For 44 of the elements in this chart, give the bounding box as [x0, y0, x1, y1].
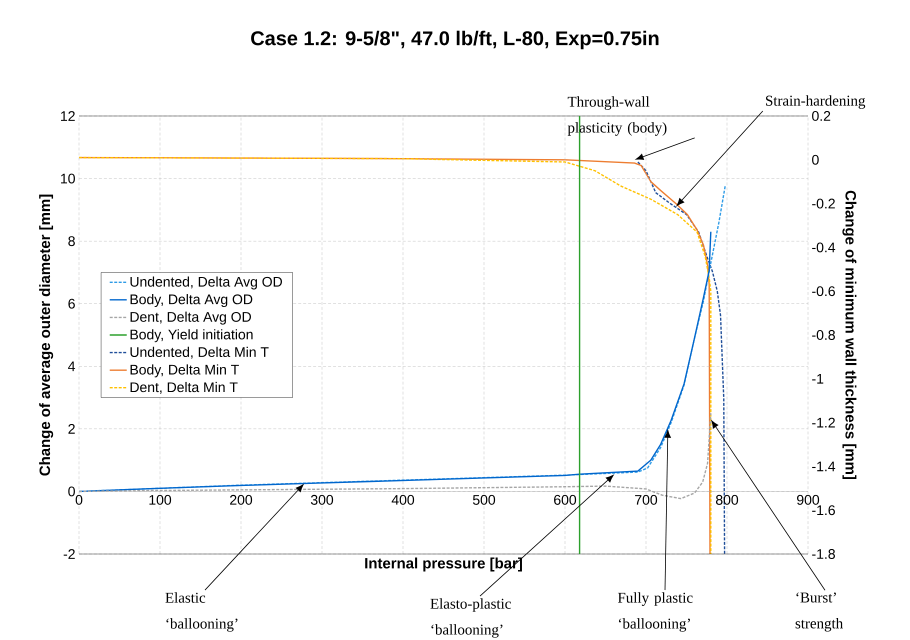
- y-tick-label: 6: [68, 298, 75, 309]
- y2-tick-label: -0.2: [812, 198, 835, 209]
- x-tick-label: 100: [149, 494, 172, 505]
- y2-tick-label: -1.4: [812, 462, 836, 472]
- x-tick-label: 400: [392, 494, 414, 505]
- y2-tick-label: -1.2: [812, 418, 835, 428]
- y2-tick-label: -1: [812, 374, 824, 384]
- chart-title: Case 1.2: 9-5/8", 47.0 lb/ft, L-80, Exp=0.75in: [251, 30, 658, 50]
- y2-tick-label: -1.8: [812, 549, 835, 559]
- legend-label: Body, Delta Avg OD: [130, 294, 252, 308]
- annotation: Strain-hardening: [766, 95, 866, 109]
- legend-label: Undented, Delta Avg OD: [130, 276, 282, 290]
- legend-label: Dent, Delta Avg OD: [130, 312, 251, 325]
- y2-tick-label: -1.6: [812, 505, 835, 516]
- y2-tick-label: -0.6: [812, 286, 835, 296]
- y-tick-label: 2: [68, 424, 75, 434]
- y2-tick-label: -0.8: [812, 330, 835, 340]
- annotation: Fully plastic ‘ballooning’: [618, 592, 693, 632]
- y-tick-label: 12: [61, 111, 75, 121]
- x-tick-label: 200: [230, 494, 252, 505]
- y2-tick-label: 0.2: [812, 111, 830, 121]
- y2-tick-label: -0.4: [812, 242, 836, 252]
- y-axis-title: Change of average outer diameter [mm]: [39, 194, 54, 476]
- x-tick-label: 500: [472, 494, 496, 505]
- annotation: ‘Burst’ strength: [796, 592, 843, 632]
- legend-label: Body, Yield initiation: [130, 329, 253, 342]
- y2-axis-title: Change of minimum wall thickness [mm]: [842, 190, 856, 480]
- y-tick-label: 8: [68, 236, 75, 246]
- legend-label: Dent, Delta Min T: [130, 382, 238, 394]
- y-tick-label: 10: [61, 174, 75, 184]
- x-tick-label: 900: [797, 494, 820, 505]
- x-tick-label: 0: [76, 494, 82, 505]
- x-tick-label: 300: [310, 494, 334, 505]
- y-tick-label: 0: [68, 486, 75, 496]
- y-tick-label: -2: [64, 549, 75, 559]
- x-tick-label: 600: [554, 494, 576, 505]
- y2-tick-label: 0: [812, 154, 819, 165]
- annotation: Elastic ‘ballooning’: [165, 592, 238, 632]
- legend-label: Undented, Delta Min T: [130, 346, 269, 359]
- y-tick-label: 4: [68, 361, 76, 372]
- x-tick-label: 700: [635, 494, 658, 505]
- x-tick-label: 800: [716, 494, 738, 505]
- annotation: Elasto-plastic ‘ballooning’: [430, 598, 511, 638]
- legend-label: Body, Delta Min T: [130, 364, 239, 378]
